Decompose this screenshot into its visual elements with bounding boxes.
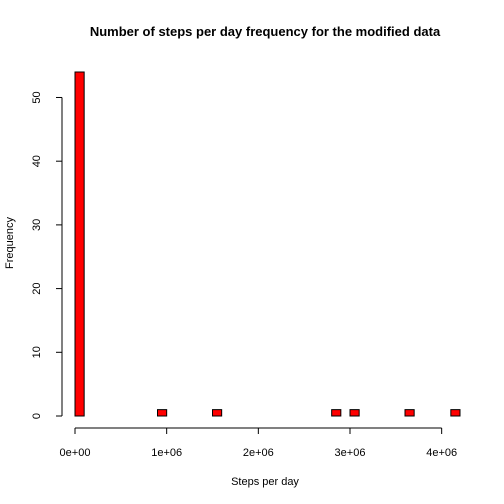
y-axis: 0 10 20 30 40 50 [31, 91, 63, 419]
x-tick-label: 1e+06 [151, 447, 182, 459]
x-axis-label: Steps per day [231, 476, 299, 488]
x-tick-label: 2e+06 [243, 447, 274, 459]
chart-title: Number of steps per day frequency for th… [90, 24, 441, 39]
x-tick-label: 3e+06 [335, 447, 366, 459]
y-tick-label: 40 [31, 155, 43, 167]
bars-group [74, 71, 461, 417]
y-tick-label: 20 [31, 282, 43, 294]
histogram-bar [404, 409, 415, 417]
x-tick-label: 0e+00 [60, 447, 91, 459]
y-tick-label: 50 [31, 91, 43, 103]
histogram-bar [349, 409, 360, 417]
y-tick-label: 10 [31, 346, 43, 358]
y-axis-label: Frequency [4, 217, 16, 269]
x-axis: 0e+00 1e+06 2e+06 3e+06 4e+06 [60, 427, 457, 459]
y-tick-label: 30 [31, 219, 43, 231]
y-tick-label: 0 [31, 413, 43, 419]
histogram-bar [212, 409, 223, 417]
x-tick-label: 4e+06 [426, 447, 457, 459]
histogram-bar [331, 409, 342, 417]
histogram-bar [450, 409, 461, 417]
histogram-bar [74, 71, 85, 417]
histogram-bar [157, 409, 168, 417]
